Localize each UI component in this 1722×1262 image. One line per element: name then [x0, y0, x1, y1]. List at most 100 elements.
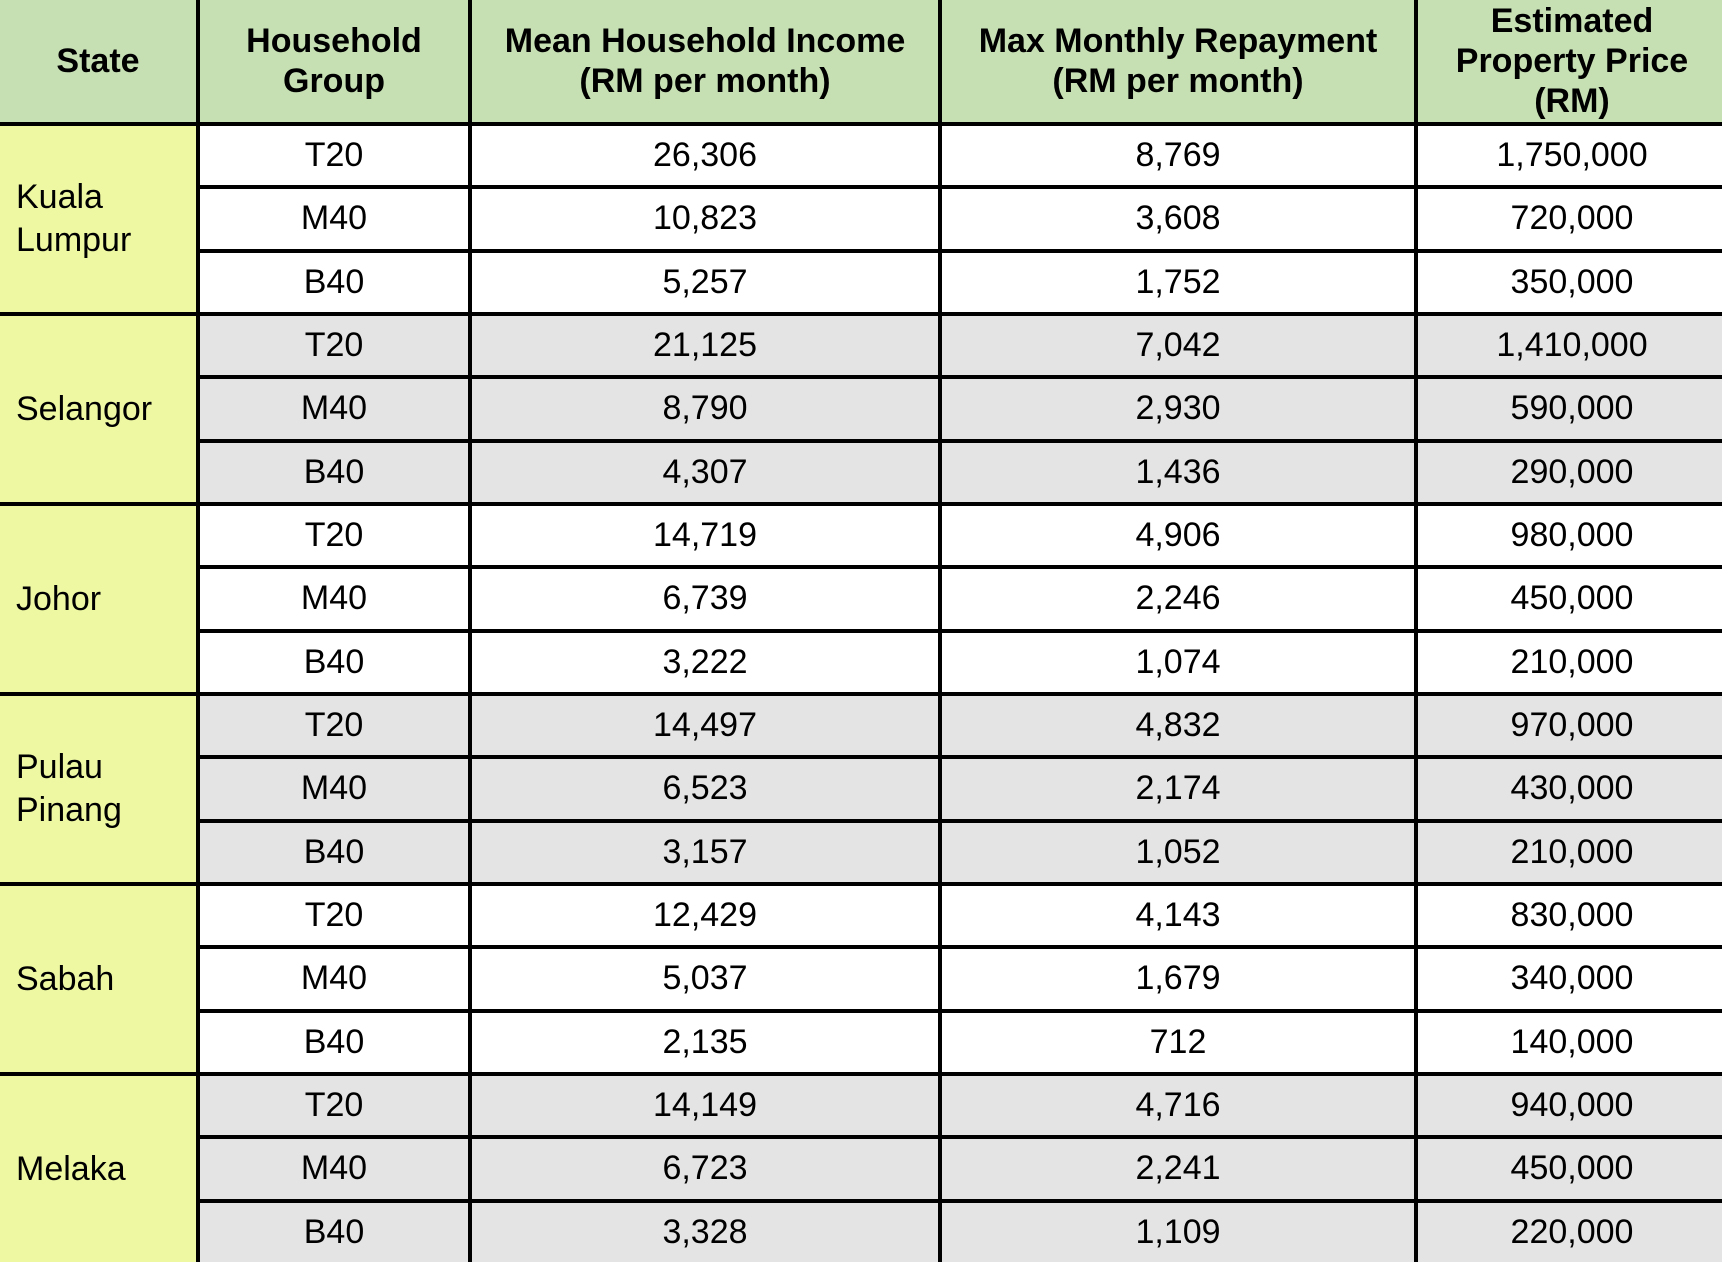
table-row: M40 6,723 2,241 450,000 [0, 1135, 1722, 1203]
repayment-cell: 7,042 [938, 311, 1418, 380]
income-cell: 5,037 [468, 945, 942, 1013]
price-cell: 970,000 [1414, 691, 1722, 760]
repayment-cell: 4,906 [938, 501, 1418, 570]
household-group-cell: M40 [196, 1135, 472, 1203]
income-cell: 3,157 [468, 818, 942, 886]
state-cell: Sabah [0, 881, 200, 1076]
repayment-cell: 1,052 [938, 818, 1418, 886]
household-group-cell: M40 [196, 755, 472, 823]
income-cell: 6,523 [468, 755, 942, 823]
price-cell: 350,000 [1414, 248, 1722, 316]
repayment-cell: 1,074 [938, 628, 1418, 696]
state-cell: Kuala Lumpur [0, 122, 200, 316]
table-body: Kuala Lumpur T20 26,306 8,769 1,750,000 M40 10… [0, 121, 1722, 1262]
household-group-cell: T20 [196, 1071, 472, 1140]
price-cell: 1,410,000 [1414, 311, 1722, 380]
income-cell: 2,135 [468, 1008, 942, 1076]
household-group-cell: T20 [196, 691, 472, 760]
table-row: B40 3,222 1,074 210,000 [0, 628, 1722, 696]
table-row: B40 3,157 1,052 210,000 [0, 818, 1722, 886]
repayment-cell: 2,930 [938, 375, 1418, 443]
income-cell: 6,739 [468, 565, 942, 633]
household-group-cell: B40 [196, 248, 472, 316]
price-cell: 210,000 [1414, 628, 1722, 696]
table-row: B40 3,328 1,109 220,000 [0, 1198, 1722, 1262]
income-cell: 12,429 [468, 881, 942, 950]
household-group-cell: B40 [196, 628, 472, 696]
income-cell: 6,723 [468, 1135, 942, 1203]
income-cell: 3,328 [468, 1198, 942, 1262]
household-group-cell: B40 [196, 438, 472, 506]
income-cell: 5,257 [468, 248, 942, 316]
repayment-cell: 2,246 [938, 565, 1418, 633]
income-cell: 21,125 [468, 311, 942, 380]
household-group-cell: M40 [196, 945, 472, 1013]
repayment-cell: 1,436 [938, 438, 1418, 506]
table-row: B40 2,135 712 140,000 [0, 1008, 1722, 1076]
price-cell: 1,750,000 [1414, 121, 1722, 190]
household-group-cell: M40 [196, 185, 472, 253]
table-row: Sabah T20 12,429 4,143 830,000 [0, 881, 1722, 1076]
table-row: M40 6,523 2,174 430,000 [0, 755, 1722, 823]
header-cell-max-repayment: Max Monthly Repayment (RM per month) [938, 0, 1418, 126]
header-cell-state: State [0, 0, 200, 126]
household-group-cell: T20 [196, 881, 472, 950]
price-cell: 140,000 [1414, 1008, 1722, 1076]
household-group-cell: M40 [196, 565, 472, 633]
household-group-cell: T20 [196, 121, 472, 190]
table-row: Kuala Lumpur T20 26,306 8,769 1,750,000 [0, 121, 1722, 316]
price-cell: 450,000 [1414, 565, 1722, 633]
household-group-cell: B40 [196, 1198, 472, 1262]
header-cell-property-price: Estimated Property Price (RM) [1414, 0, 1722, 126]
income-cell: 10,823 [468, 185, 942, 253]
price-cell: 220,000 [1414, 1198, 1722, 1262]
income-cell: 26,306 [468, 121, 942, 190]
income-cell: 14,497 [468, 691, 942, 760]
repayment-cell: 8,769 [938, 121, 1418, 190]
repayment-cell: 3,608 [938, 185, 1418, 253]
header-cell-household-group: Household Group [196, 0, 472, 126]
price-cell: 450,000 [1414, 1135, 1722, 1203]
state-cell: Johor [0, 501, 200, 696]
repayment-cell: 2,241 [938, 1135, 1418, 1203]
table-row: Johor T20 14,719 4,906 980,000 [0, 501, 1722, 696]
table-header-row: State Household Group Mean Household Inc… [0, 0, 1722, 126]
table-row: M40 10,823 3,608 720,000 [0, 185, 1722, 253]
repayment-cell: 1,109 [938, 1198, 1418, 1262]
table-row: M40 8,790 2,930 590,000 [0, 375, 1722, 443]
household-group-cell: T20 [196, 501, 472, 570]
income-cell: 8,790 [468, 375, 942, 443]
price-cell: 430,000 [1414, 755, 1722, 823]
price-cell: 590,000 [1414, 375, 1722, 443]
income-cell: 3,222 [468, 628, 942, 696]
repayment-cell: 4,832 [938, 691, 1418, 760]
household-group-cell: M40 [196, 375, 472, 443]
price-cell: 340,000 [1414, 945, 1722, 1013]
table-row: Pulau Pinang T20 14,497 4,832 970,000 [0, 691, 1722, 886]
income-cell: 14,149 [468, 1071, 942, 1140]
income-cell: 14,719 [468, 501, 942, 570]
price-cell: 720,000 [1414, 185, 1722, 253]
household-group-cell: B40 [196, 818, 472, 886]
state-cell: Melaka [0, 1071, 200, 1262]
table-row: M40 6,739 2,246 450,000 [0, 565, 1722, 633]
income-cell: 4,307 [468, 438, 942, 506]
price-cell: 290,000 [1414, 438, 1722, 506]
household-group-cell: T20 [196, 311, 472, 380]
state-cell: Pulau Pinang [0, 691, 200, 886]
table-row: Selangor T20 21,125 7,042 1,410,000 [0, 311, 1722, 506]
table-row: Melaka T20 14,149 4,716 940,000 [0, 1071, 1722, 1262]
table-row: M40 5,037 1,679 340,000 [0, 945, 1722, 1013]
price-cell: 980,000 [1414, 501, 1722, 570]
table-row: B40 5,257 1,752 350,000 [0, 248, 1722, 316]
household-group-cell: B40 [196, 1008, 472, 1076]
repayment-cell: 1,752 [938, 248, 1418, 316]
header-cell-mean-income: Mean Household Income (RM per month) [468, 0, 942, 126]
state-cell: Selangor [0, 311, 200, 506]
repayment-cell: 4,143 [938, 881, 1418, 950]
repayment-cell: 712 [938, 1008, 1418, 1076]
repayment-cell: 2,174 [938, 755, 1418, 823]
table-row: B40 4,307 1,436 290,000 [0, 438, 1722, 506]
